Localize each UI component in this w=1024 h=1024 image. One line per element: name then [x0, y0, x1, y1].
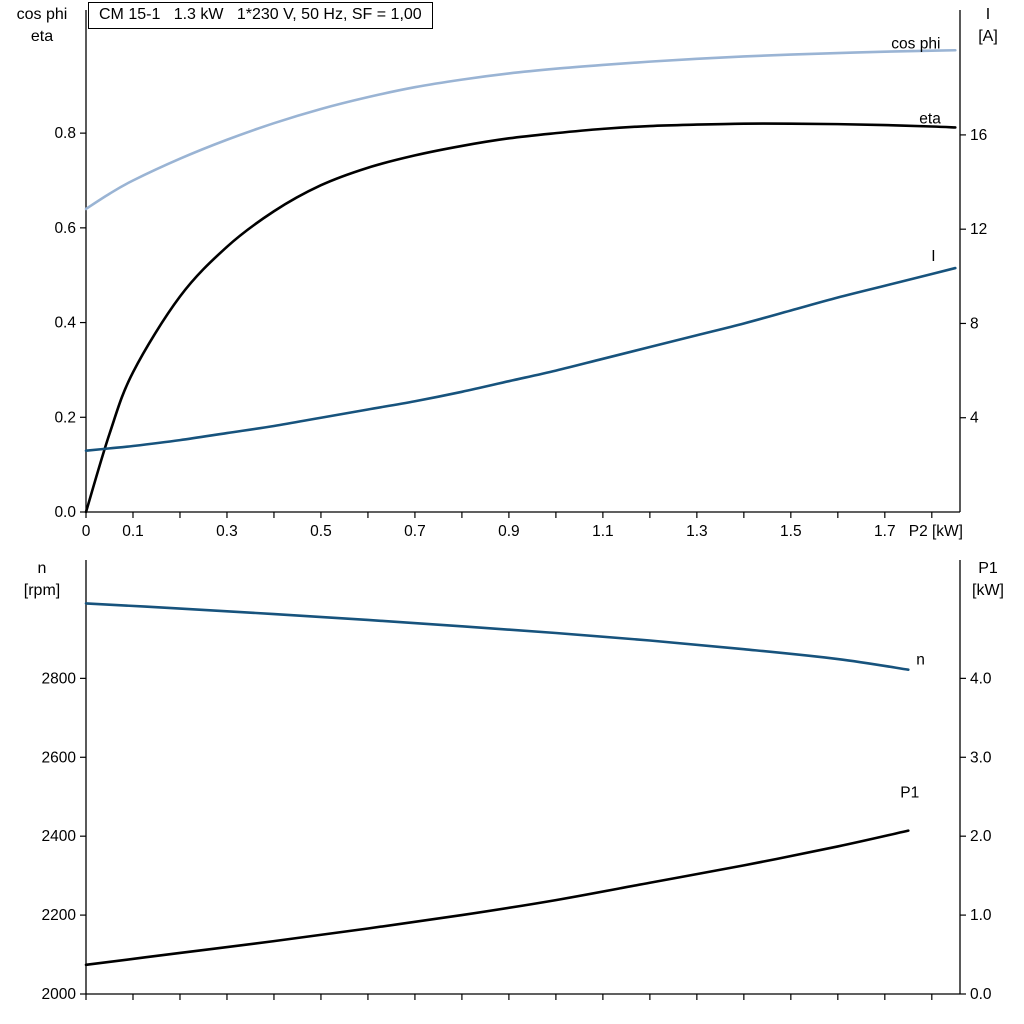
- rpm-axis-title-line2: [rpm]: [23, 582, 61, 599]
- series-label-p1: P1: [900, 785, 919, 802]
- x-tick-label: 0.3: [216, 523, 238, 540]
- curve-i: [84, 266, 957, 453]
- left-tick-label: 0.6: [54, 220, 76, 237]
- right-axis-title-line1: I: [985, 6, 991, 23]
- x-tick-label: 1.5: [780, 523, 802, 540]
- bottom-right-axis-title: P1 [kW]: [958, 558, 1018, 602]
- left-tick-label: 0.4: [54, 315, 76, 332]
- x-tick-label: 0.7: [404, 523, 426, 540]
- right-tick-label: 0.0: [970, 986, 992, 1003]
- x-tick-label: 1.1: [592, 523, 614, 540]
- x-tick-label: 0: [82, 523, 91, 540]
- bottom-chart: 2000 2200 2400 2600 2800 0.0 1.0 2.0 3.0 4.0 n P1: [42, 560, 992, 1003]
- x-axis-unit-label: P2 [kW]: [909, 523, 963, 540]
- left-tick-label: 0.2: [54, 409, 76, 426]
- top-chart: 0 0.1 0.3 0.5 0.7 0.9 1.1 1.3 1.5 1.7 P2 [kW] 0.0 0.…: [54, 10, 987, 540]
- top-left-axis-title: cos phi eta: [4, 4, 80, 48]
- right-tick-label: 12: [970, 221, 987, 238]
- series-label-n: n: [916, 652, 925, 669]
- p1-axis-title-line2: [kW]: [972, 582, 1004, 599]
- top-right-axis-title: I [A]: [962, 4, 1014, 48]
- right-tick-label: 16: [970, 127, 987, 144]
- left-tick-label: 2600: [42, 749, 77, 766]
- right-tick-label: 8: [970, 315, 979, 332]
- x-tick-label: 0.5: [310, 523, 332, 540]
- left-tick-label: 2000: [42, 986, 77, 1003]
- right-tick-label: 3.0: [970, 749, 992, 766]
- chart-title-box: CM 15-1 1.3 kW 1*230 V, 50 Hz, SF = 1,00: [88, 2, 433, 29]
- left-axis-title-line2: eta: [30, 28, 54, 45]
- curve-cos-phi: [84, 48, 957, 211]
- right-axis-title-line2: [A]: [978, 28, 998, 45]
- rpm-axis-title-line1: n: [37, 560, 47, 577]
- p1-axis-title-line1: P1: [978, 560, 998, 577]
- series-label-i: I: [931, 248, 935, 265]
- right-tick-label: 2.0: [970, 828, 992, 845]
- left-tick-label: 2800: [42, 670, 77, 687]
- bottom-left-axis-title: n [rpm]: [4, 558, 80, 602]
- x-tick-label: 1.7: [874, 523, 896, 540]
- right-tick-label: 4.0: [970, 670, 992, 687]
- right-tick-label: 1.0: [970, 907, 992, 924]
- x-tick-label: 0.9: [498, 523, 520, 540]
- curve-eta: [84, 122, 957, 514]
- left-tick-label: 0.0: [54, 504, 76, 521]
- series-label-cos-phi: cos phi: [891, 35, 940, 52]
- series-label-eta: eta: [919, 110, 941, 127]
- curve-p1: [84, 829, 910, 967]
- x-tick-label: 1.3: [686, 523, 708, 540]
- left-tick-label: 0.8: [54, 125, 76, 142]
- x-tick-label: 0.1: [122, 523, 144, 540]
- left-tick-label: 2200: [42, 907, 77, 924]
- right-tick-label: 4: [970, 410, 979, 427]
- left-axis-title-line1: cos phi: [16, 6, 68, 23]
- curve-n: [84, 602, 910, 671]
- left-tick-label: 2400: [42, 828, 77, 845]
